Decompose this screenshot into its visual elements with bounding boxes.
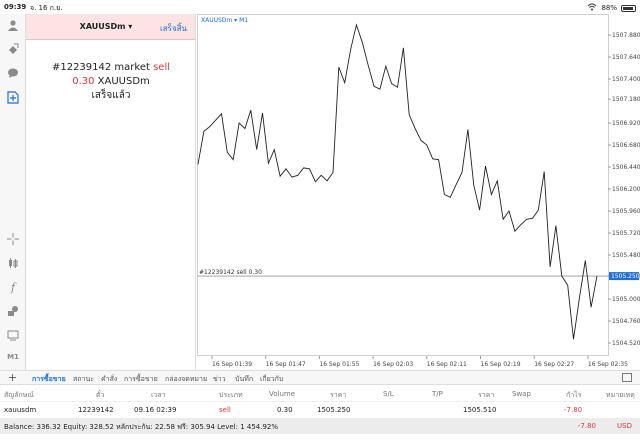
plot-area xyxy=(197,14,609,356)
order-result-line2: 0.30 XAUUSDm xyxy=(26,75,196,89)
x-tick-label: 16 Sep 02:27 xyxy=(534,361,574,368)
order-level-label: #12239142 sell 0.30 xyxy=(199,269,262,276)
done-button[interactable]: เสร็จสิ้น xyxy=(160,24,187,33)
col-symbol: สัญลักษณ์ xyxy=(4,391,34,399)
crosshair-icon[interactable] xyxy=(4,230,22,248)
candles-icon[interactable] xyxy=(4,254,22,272)
timeframe-button[interactable]: M1 xyxy=(7,353,19,361)
order-panel: XAUUSDm ▾ เสร็จสิ้น #12239142 market sel… xyxy=(26,14,196,370)
x-tick-label: 16 Sep 01:39 xyxy=(212,361,252,368)
y-tick-label: 1504.760 xyxy=(612,318,640,325)
col-swap: Swap xyxy=(512,390,531,398)
tab-history[interactable]: การซื้อขาย xyxy=(124,375,158,383)
price-chart[interactable]: XAUUSDm ▾ M1 1507.880 1507.640 1507.400 150… xyxy=(197,14,640,370)
y-tick-label: 1506.200 xyxy=(612,186,640,193)
y-tick-label: 1505.720 xyxy=(612,230,640,237)
order-result-ticket: #12239142 market xyxy=(51,62,154,73)
total-profit: -7.80 xyxy=(577,422,596,430)
cell-ticket: 12239142 xyxy=(78,406,114,414)
account-currency: USD xyxy=(617,422,632,430)
order-result-status: เสร็จแล้ว xyxy=(91,90,131,101)
y-tick-label: 1507.640 xyxy=(612,54,640,61)
y-tick-label: 1507.880 xyxy=(612,32,640,39)
y-tick-label: 1505.960 xyxy=(612,208,640,215)
col-price: ราคา xyxy=(330,391,347,399)
x-tick-label: 16 Sep 02:19 xyxy=(481,361,521,368)
balance-bar: Balance: 336.32 Equity: 328.52 หลักประกั… xyxy=(0,418,640,434)
trade-table-header: สัญลักษณ์ ตั๋ว เวลา ประเภท Volume ราคา S… xyxy=(0,386,640,402)
battery-percent: 88% xyxy=(601,4,617,12)
expand-icon[interactable] xyxy=(622,373,632,382)
account-icon[interactable] xyxy=(4,40,22,58)
col-time: เวลา xyxy=(151,391,166,399)
cell-time: 09.16 02:39 xyxy=(134,406,177,414)
cell-type: sell xyxy=(219,406,231,414)
tab-mailbox[interactable]: กล่องจดหมาย xyxy=(165,375,208,383)
tab-orders[interactable]: คำสั่ง xyxy=(101,375,118,383)
balance-summary: Balance: 336.32 Equity: 328.52 หลักประกั… xyxy=(4,423,279,431)
bottom-tabs: + การซื้อขาย สถานะ คำสั่ง การซื้อขาย กล่… xyxy=(0,370,640,388)
y-tick-label: 1506.680 xyxy=(612,142,640,149)
x-tick-label: 16 Sep 02:11 xyxy=(427,361,467,368)
order-result: #12239142 market sell 0.30 XAUUSDm เสร็จ… xyxy=(26,61,196,103)
price-series-line xyxy=(197,23,598,340)
symbol-selector[interactable]: XAUUSDm ▾ xyxy=(79,22,133,31)
order-price-marker-label: 1505.250 xyxy=(611,273,640,280)
col-profit: กำไร xyxy=(566,391,582,399)
status-right: 88% xyxy=(587,3,636,13)
user-icon[interactable] xyxy=(4,16,22,34)
y-tick-label: 1504.520 xyxy=(612,340,640,347)
cell-profit: -7.80 xyxy=(564,406,583,414)
tab-news[interactable]: ข่าว xyxy=(213,375,226,383)
new-order-icon[interactable] xyxy=(4,88,22,106)
col-tp: T/P xyxy=(432,390,443,398)
y-tick-label: 1505.480 xyxy=(612,252,640,259)
order-price-marker xyxy=(609,272,639,281)
order-result-volume: 0.30 xyxy=(72,76,95,87)
y-tick-label: 1507.180 xyxy=(612,96,640,103)
tab-about[interactable]: เกี่ยวกับ xyxy=(260,375,284,383)
col-comment: หมายเหตุ xyxy=(606,391,635,399)
y-tick-label: 1506.920 xyxy=(612,120,640,127)
cell-volume: 0.30 xyxy=(277,406,293,414)
status-time: 09:39 xyxy=(4,3,27,11)
y-tick-label: 1507.400 xyxy=(612,76,640,83)
order-panel-header: XAUUSDm ▾ เสร็จสิ้น xyxy=(26,14,195,40)
y-tick-label: 1506.440 xyxy=(612,164,640,171)
x-tick-label: 16 Sep 02:35 xyxy=(588,361,628,368)
tab-positions[interactable]: สถานะ xyxy=(73,375,94,383)
col-current-price: ราคา xyxy=(478,391,495,399)
chart-title: XAUUSDm ▾ M1 xyxy=(201,17,248,24)
col-ticket: ตั๋ว xyxy=(96,391,105,399)
cell-open-price: 1505.250 xyxy=(317,406,351,414)
y-tick-label: 1505.000 xyxy=(612,296,640,303)
indicators-icon[interactable]: f xyxy=(4,278,22,296)
battery-icon xyxy=(621,4,636,12)
indicators-glyph: f xyxy=(10,280,16,294)
x-tick-label: 16 Sep 01:47 xyxy=(266,361,306,368)
left-toolbar: f M1 xyxy=(0,14,26,370)
objects-icon[interactable] xyxy=(4,302,22,320)
tab-journal[interactable]: บันทึก xyxy=(235,375,254,383)
status-bar: 09:39 จ. 16 ก.ย. 88% xyxy=(0,0,640,14)
table-row[interactable]: xauusdm 12239142 09.16 02:39 sell 0.30 1… xyxy=(0,402,640,418)
add-icon[interactable]: + xyxy=(8,371,18,384)
status-date: จ. 16 ก.ย. xyxy=(30,4,63,12)
home-indicator-area xyxy=(0,434,640,447)
col-volume: Volume xyxy=(269,390,296,398)
col-sl: S/L xyxy=(383,390,394,398)
col-type: ประเภท xyxy=(219,391,243,399)
cell-symbol: xauusdm xyxy=(4,406,37,414)
order-result-symbol: XAUUSDm xyxy=(94,76,150,87)
cell-current-price: 1505.510 xyxy=(463,406,497,414)
x-tick-label: 16 Sep 02:03 xyxy=(373,361,413,368)
chart-settings-icon[interactable] xyxy=(4,326,22,344)
order-result-line1: #12239142 market sell xyxy=(26,61,196,75)
wifi-icon xyxy=(587,3,597,13)
chat-icon[interactable] xyxy=(4,64,22,82)
order-result-type: sell xyxy=(153,62,171,73)
x-tick-label: 16 Sep 01:55 xyxy=(319,361,359,368)
chart-svg[interactable]: XAUUSDm ▾ M1 1507.880 1507.640 1507.400 150… xyxy=(197,14,640,370)
